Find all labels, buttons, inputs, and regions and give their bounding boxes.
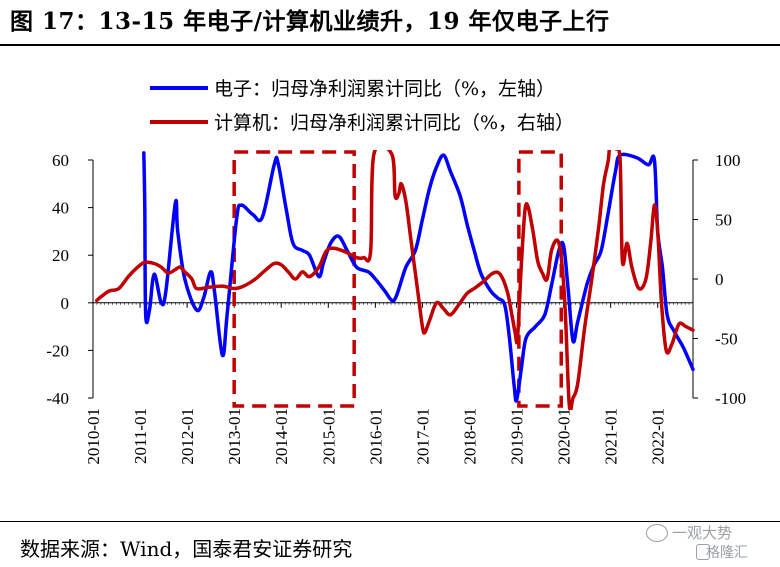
bottom-rule [0, 521, 780, 522]
axes-group: 60 40 20 0 -20 -40 100 50 0 -50 -100 2010-01 2011-01… [46, 151, 746, 465]
figure-title: 图 17：13-15 年电子/计算机业绩升，19 年仅电子上行 [10, 8, 610, 35]
watermark-line-2: 格隆汇 [706, 545, 748, 561]
highlight-box-1 [232, 150, 356, 408]
x-tick-label: 2017-01 [413, 408, 432, 465]
left-tick-label: 40 [52, 199, 69, 218]
right-tick-label: -50 [715, 330, 738, 349]
x-tick-label: 2020-01 [555, 408, 574, 465]
source-note: 数据来源：Wind，国泰君安证券研究 [20, 537, 353, 561]
right-tick-label: -100 [715, 389, 746, 408]
series-line-computer [95, 150, 695, 410]
logo-icon [696, 544, 710, 560]
x-tick-label: 2011-01 [131, 408, 150, 464]
x-tick-label: 2010-01 [84, 408, 103, 465]
series-group [95, 150, 695, 410]
x-tick-label: 2019-01 [508, 408, 527, 465]
top-rule [0, 44, 780, 46]
x-tick-label: 2016-01 [366, 408, 385, 465]
x-tick-label: 2018-01 [460, 408, 479, 465]
x-tick-label: 2021-01 [602, 408, 621, 465]
highlight-box-2 [517, 150, 563, 408]
x-tick-label: 2012-01 [178, 408, 197, 465]
left-tick-label: -40 [46, 389, 69, 408]
right-tick-label: 100 [715, 151, 741, 170]
x-tick-label: 2014-01 [272, 408, 291, 465]
x-tick-label: 2015-01 [319, 408, 338, 465]
wechat-icon [646, 524, 668, 542]
legend-label-computer: 计算机：归母净利润累计同比（%，右轴） [214, 112, 574, 134]
x-tick-label: 2013-01 [225, 408, 244, 465]
left-tick-label: -20 [46, 341, 69, 360]
right-tick-label: 0 [715, 270, 724, 289]
left-tick-label: 20 [52, 246, 69, 265]
watermark: 一观大势 格隆汇 [640, 520, 780, 564]
left-tick-label: 60 [52, 151, 69, 170]
right-tick-label: 50 [715, 211, 732, 230]
watermark-line-1: 一观大势 [672, 524, 733, 542]
series-line-electronics [142, 151, 695, 403]
legend-label-electronics: 电子：归母净利润累计同比（%，左轴） [214, 78, 555, 100]
left-tick-label: 0 [61, 294, 70, 313]
x-tick-label: 2022-01 [649, 408, 668, 465]
